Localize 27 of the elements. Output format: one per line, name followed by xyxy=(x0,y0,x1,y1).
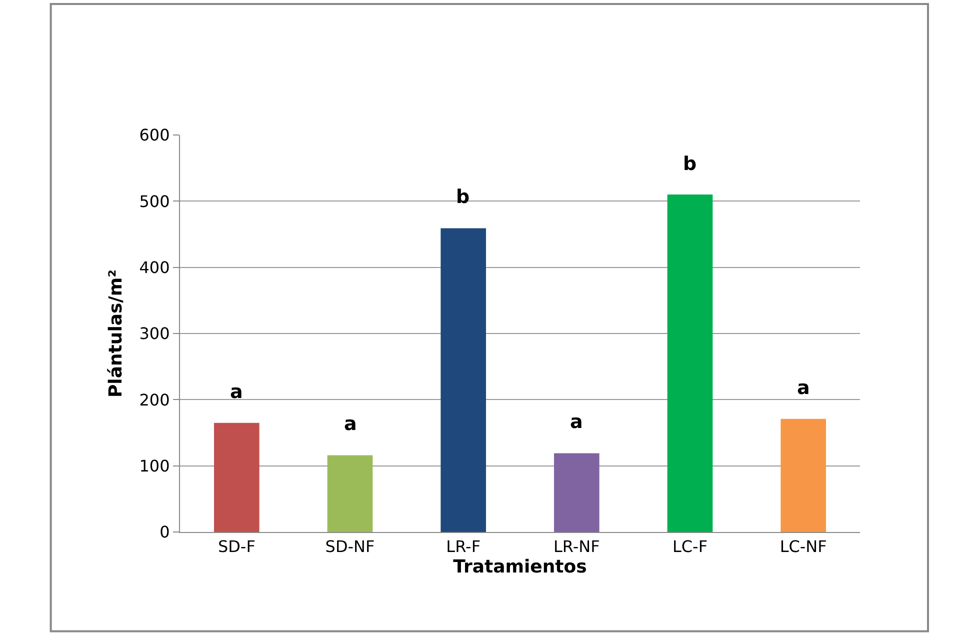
y-tick-label: 600 xyxy=(139,126,170,145)
y-axis-title: Plántulas/m² xyxy=(105,270,126,398)
x-tick-label: LR-F xyxy=(446,537,481,556)
bar xyxy=(667,194,713,532)
x-tick-label: LC-F xyxy=(672,537,708,556)
x-tick-label: SD-F xyxy=(218,537,256,556)
bar xyxy=(214,422,260,532)
x-tick-label: LR-NF xyxy=(554,537,600,556)
annotation: b xyxy=(683,153,697,175)
bar xyxy=(554,453,600,532)
bar xyxy=(440,228,486,532)
annotation: a xyxy=(570,411,583,433)
bar xyxy=(327,455,373,532)
x-tick-label: LC-NF xyxy=(780,537,827,556)
annotation: a xyxy=(797,377,810,399)
annotation: a xyxy=(230,381,243,403)
y-tick-label: 300 xyxy=(139,324,170,344)
annotation: b xyxy=(456,186,470,208)
x-tick-label: SD-NF xyxy=(325,537,375,556)
y-tick-label: 500 xyxy=(139,192,170,211)
y-tick-label: 100 xyxy=(139,456,170,476)
y-tick-label: 400 xyxy=(139,258,170,277)
y-tick-label: 200 xyxy=(139,390,170,410)
annotation: a xyxy=(344,413,357,435)
bar xyxy=(780,418,826,532)
y-tick-label: 0 xyxy=(160,522,170,542)
x-axis-title: Tratamientos xyxy=(453,556,587,578)
